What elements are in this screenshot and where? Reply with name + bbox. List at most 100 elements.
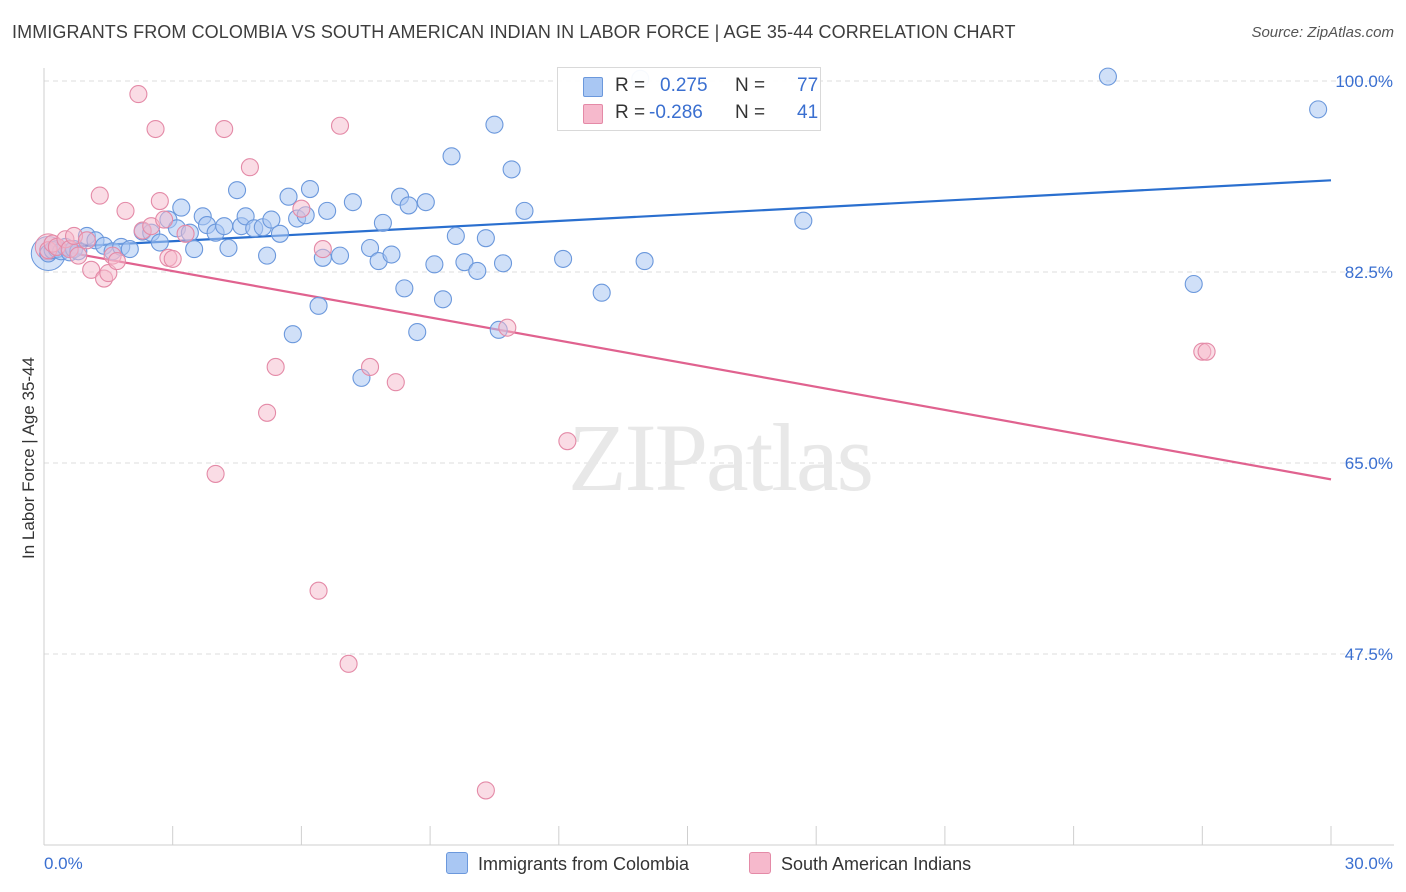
data-point-pink [155,210,174,229]
legend-r-label: R = [615,102,646,123]
bottom-legend-label: Immigrants from Colombia [478,854,690,874]
data-point-blue [408,322,427,342]
data-point-blue [279,187,298,206]
data-point-pink [313,240,332,259]
data-point-pink [206,464,225,483]
legend-swatch-pink [749,852,771,874]
data-point-blue [395,279,414,298]
trend-line-blue [43,179,1332,250]
data-point-blue [373,213,392,232]
data-point-blue [258,246,277,265]
data-point-blue [343,193,362,212]
legend-swatch-blue [446,852,468,874]
legend-r-value: 0.275 [660,75,708,96]
data-point-blue [270,224,290,243]
data-point-pink [163,249,182,268]
data-point-blue [219,238,238,258]
trend-line-pink [43,246,1332,481]
data-point-pink [339,654,358,673]
data-point-blue [476,229,495,248]
legend-swatch-blue [583,77,603,97]
bottom-legend-colombia: Immigrants from Colombia [446,852,689,875]
chart-source: Source: ZipAtlas.com [1251,24,1394,41]
data-point-blue [515,201,534,220]
y-axis-label: In Labor Force | Age 35-44 [19,357,38,559]
data-point-blue [150,233,169,252]
data-point-pink [476,781,495,800]
data-point-blue [330,246,350,265]
data-point-pink [258,403,277,422]
data-point-blue [172,198,191,217]
tick-labels: 47.5% 65.0% 82.5% 100.0% 0.0% 30.0% [44,72,1393,873]
data-point-pink [116,201,135,220]
data-point-pink [386,373,405,392]
data-point-blue [120,240,139,259]
data-point-blue [455,253,474,272]
data-point-blue [592,283,611,302]
data-points [30,67,1328,800]
data-point-blue [635,252,654,271]
data-point-pink [266,357,285,377]
data-point-blue [262,210,281,229]
data-point-pink [498,318,517,337]
legend-n-label: N = [735,102,766,123]
grid-lines [44,80,1394,655]
data-point-blue [382,245,401,264]
legend-swatch-pink [583,104,603,124]
data-point-pink [82,260,101,279]
data-point-blue [1098,67,1117,86]
data-point-blue [554,249,573,268]
data-point-blue [446,226,465,246]
data-point-blue [399,196,418,215]
data-point-blue [360,238,380,258]
data-point-blue [318,201,337,220]
data-point-pink [90,186,109,205]
chart-title: IMMIGRANTS FROM COLOMBIA VS SOUTH AMERIC… [12,22,1016,42]
data-point-blue [1309,100,1328,119]
legend-r-label: R = [615,75,646,96]
trend-lines [43,179,1332,481]
data-point-blue [468,261,487,280]
data-point-blue [502,160,521,179]
data-point-pink [77,231,96,250]
data-point-pink [69,246,88,265]
correlation-legend: R = 0.275 N = 77 R = -0.286 N = 41 [557,67,821,131]
data-point-blue [215,217,234,236]
data-point-pink [146,119,165,139]
y-tick-label: 65.0% [1345,454,1393,473]
data-point-blue [228,181,247,200]
data-point-pink [1197,342,1216,361]
data-point-pink [360,357,380,377]
bottom-legend-south-american-indians: South American Indians [749,852,971,875]
watermark: ZIPatlas [568,404,872,511]
data-point-pink [129,85,148,104]
data-point-blue [416,193,435,212]
data-point-pink [150,192,169,211]
data-point-pink [309,581,328,600]
data-point-blue [309,296,328,315]
y-tick-label: 47.5% [1345,645,1393,664]
bottom-legend-label: South American Indians [781,854,972,874]
data-point-blue [493,254,513,273]
data-point-blue [283,325,302,344]
data-point-pink [176,224,195,243]
data-point-blue [1184,274,1203,294]
data-point-pink [292,199,311,218]
legend-n-value: 77 [797,75,819,96]
x-tick-label: 30.0% [1345,854,1393,873]
data-point-blue [300,180,320,199]
data-point-pink [107,252,126,271]
data-point-blue [185,240,204,259]
data-point-blue [794,211,813,230]
data-point-pink [330,116,350,135]
legend-n-value: 41 [797,102,819,123]
data-point-blue [425,255,444,274]
legend-n-label: N = [735,75,766,96]
y-tick-label: 82.5% [1345,263,1393,282]
data-point-blue [442,147,461,166]
y-tick-label: 100.0% [1335,72,1393,91]
data-point-pink [240,158,259,177]
data-point-blue [433,290,453,309]
axes [43,68,1394,846]
